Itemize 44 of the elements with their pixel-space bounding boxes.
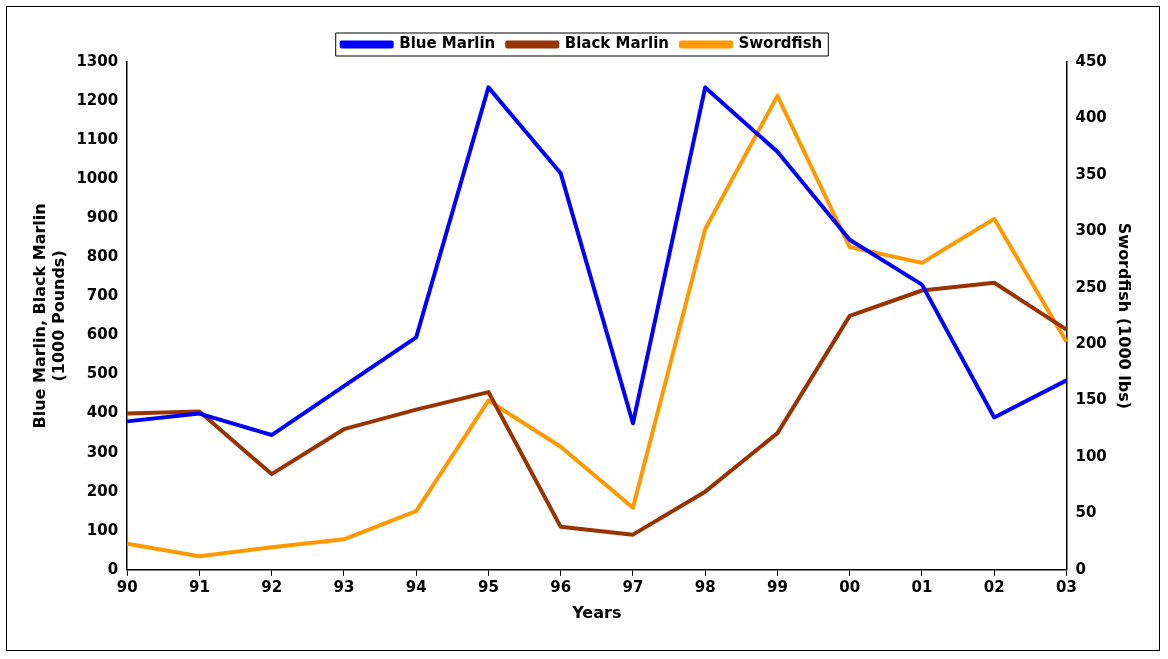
y2-axis-title: Swordfish (1000 lbs) (1115, 222, 1135, 409)
legend-label: Blue Marlin (399, 34, 496, 53)
y-tick-label: 1100 (76, 130, 119, 149)
x-tick-label: 90 (116, 577, 138, 596)
x-tick-label: 93 (333, 577, 355, 596)
y-tick-label: 0 (107, 559, 119, 578)
legend-label: Black Marlin (564, 34, 669, 53)
x-tick-label: 03 (1056, 577, 1077, 596)
x-tick-label: 02 (983, 577, 1005, 596)
y-tick-label: 800 (86, 247, 119, 266)
y2-tick-label: 400 (1075, 108, 1107, 127)
y-tick-label: 1000 (76, 169, 119, 188)
x-tick-label: 98 (694, 577, 716, 596)
x-tick-label: 92 (261, 577, 283, 596)
y-tick-label: 700 (86, 286, 119, 305)
y2-tick-label: 150 (1075, 390, 1107, 409)
y-tick-label: 1300 (76, 51, 119, 70)
y2-tick-label: 450 (1075, 51, 1107, 70)
x-tick-label: 01 (911, 577, 933, 596)
y2-tick-label: 250 (1075, 277, 1107, 296)
x-tick-label: 97 (622, 577, 644, 596)
y-axis-title: Blue Marlin, Black Marlin (1000 Pounds) (29, 203, 68, 429)
x-tick-label: 00 (839, 577, 861, 596)
y-tick-label: 200 (86, 481, 119, 500)
x-tick-label: 99 (767, 577, 788, 596)
y2-tick-label: 350 (1075, 164, 1107, 183)
y-tick-label: 100 (86, 520, 119, 539)
y2-tick-label: 300 (1075, 221, 1107, 240)
x-axis-title: Years (571, 602, 622, 622)
x-tick-label: 94 (405, 577, 427, 596)
y2-tick-label: 50 (1075, 503, 1097, 522)
y2-tick-label: 100 (1075, 446, 1107, 465)
y-tick-label: 500 (86, 364, 119, 383)
legend-label: Swordfish (738, 34, 823, 53)
y-tick-label: 600 (86, 325, 119, 344)
y-tick-label: 400 (86, 403, 119, 422)
y-tick-label: 900 (86, 208, 119, 227)
y2-tick-label: 0 (1075, 559, 1086, 578)
x-tick-label: 95 (478, 577, 499, 596)
y-tick-label: 300 (86, 442, 119, 461)
x-tick-label: 96 (550, 577, 572, 596)
y-tick-label: 1200 (76, 90, 119, 109)
y2-tick-label: 200 (1075, 334, 1107, 352)
x-tick-label: 91 (188, 577, 210, 596)
